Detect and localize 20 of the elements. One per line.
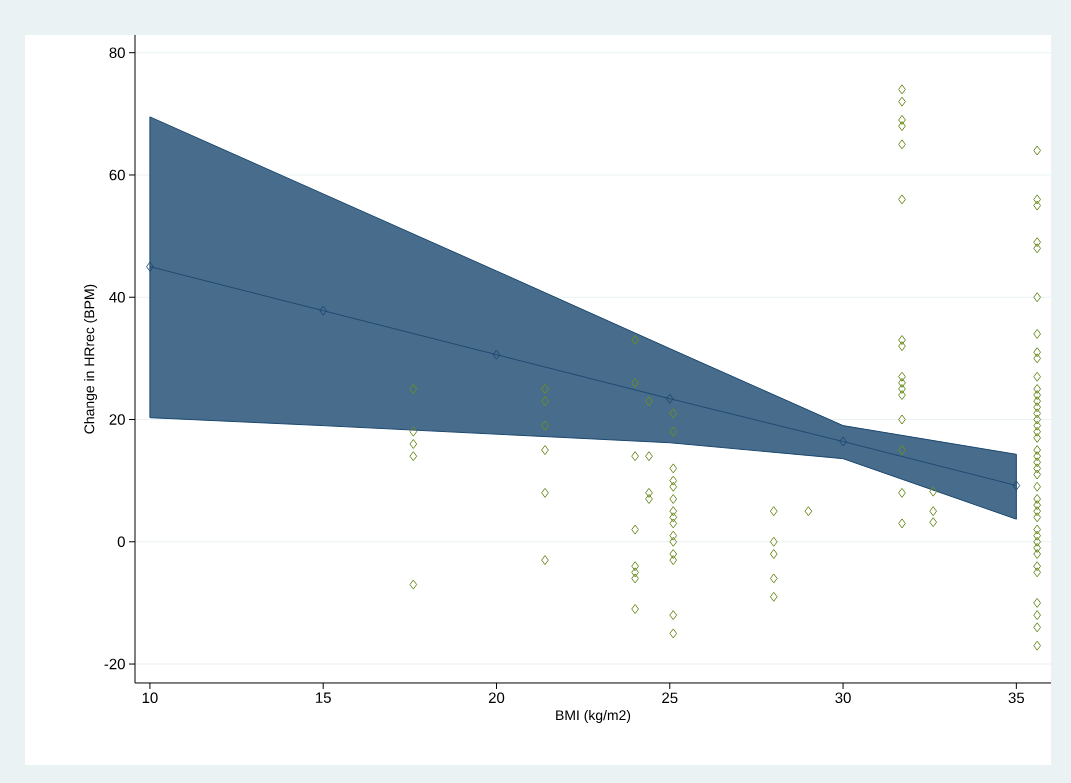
point	[665, 393, 674, 404]
y-tick-label: 60	[109, 169, 125, 181]
x-tick-label: 25	[662, 692, 678, 704]
y-tick-label: 40	[109, 291, 125, 303]
point	[839, 436, 847, 447]
point	[492, 349, 501, 360]
y-tick-label: -20	[104, 658, 125, 670]
x-tick-label: 20	[488, 692, 505, 704]
x-tick-label: 10	[142, 692, 158, 704]
y-tick-label: 0	[117, 536, 125, 548]
point	[319, 305, 328, 316]
x-axis-title: BMI (kg/m2)	[556, 709, 631, 723]
y-tick-label: 80	[109, 47, 125, 58]
point	[1012, 480, 1021, 491]
y-axis-title: Change in HRrec (BPM)	[84, 284, 98, 434]
x-tick-label: 30	[835, 692, 851, 704]
x-tick-label: 15	[316, 692, 331, 703]
x-tick-label: 35	[1008, 692, 1025, 704]
y-tick-label: 20	[109, 414, 125, 425]
point	[146, 261, 154, 272]
